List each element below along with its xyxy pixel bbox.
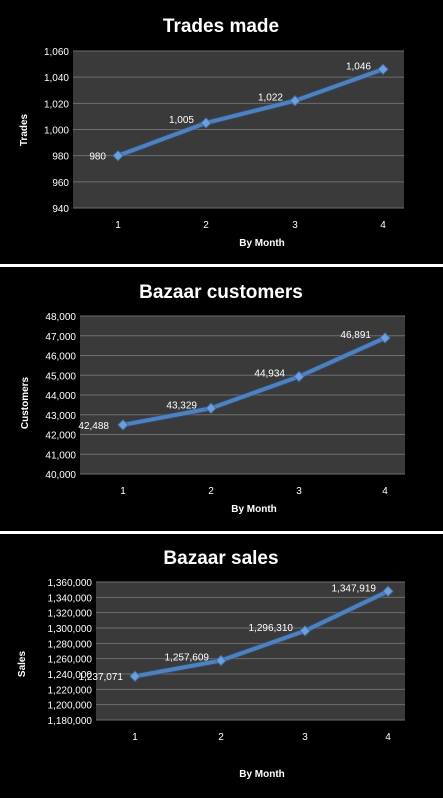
series-line bbox=[121, 335, 387, 427]
y-tick-label: 1,340,000 bbox=[48, 593, 93, 604]
y-tick-label: 48,000 bbox=[45, 312, 76, 323]
y-axis-label: Trades bbox=[19, 113, 30, 146]
chart-title: Trades made bbox=[163, 16, 279, 37]
y-axis-label: Sales bbox=[17, 650, 28, 677]
data-point-marker bbox=[117, 419, 129, 431]
data-label: 1,237,071 bbox=[79, 672, 124, 683]
x-tick-label: 1 bbox=[115, 220, 121, 231]
data-label: 1,022 bbox=[258, 93, 283, 104]
x-tick-label: 4 bbox=[385, 732, 391, 743]
data-point-marker bbox=[112, 149, 124, 162]
x-axis-label: By Month bbox=[231, 504, 277, 515]
data-label: 44,934 bbox=[254, 369, 285, 380]
data-label: 980 bbox=[89, 152, 106, 163]
x-axis-label: By Month bbox=[239, 769, 285, 780]
trades-chart: Trades made By Month Trades 940 960 980 1,0… bbox=[19, 16, 404, 249]
x-tick-label: 2 bbox=[218, 732, 224, 743]
y-tick-label: 1,280,000 bbox=[48, 639, 93, 650]
data-point-marker bbox=[293, 370, 305, 383]
chart-title: Bazaar customers bbox=[139, 282, 303, 303]
data-point-marker bbox=[379, 332, 391, 344]
series-line bbox=[116, 67, 385, 158]
x-tick-label: 3 bbox=[296, 486, 302, 497]
data-label: 1,005 bbox=[169, 115, 194, 126]
y-tick-label: 46,000 bbox=[45, 352, 76, 363]
x-tick-label: 2 bbox=[208, 486, 214, 497]
x-axis-label: By Month bbox=[239, 238, 285, 249]
y-tick-label: 1,320,000 bbox=[48, 609, 93, 620]
chart-title: Bazaar sales bbox=[163, 548, 278, 569]
customers-chart-panel: Bazaar customers By Month Customers 40,0… bbox=[0, 267, 443, 531]
y-axis-label: Customers bbox=[20, 376, 31, 429]
data-label: 1,347,919 bbox=[332, 583, 377, 594]
data-point-marker bbox=[299, 625, 311, 637]
x-tick-label: 2 bbox=[203, 220, 209, 231]
x-tick-label: 4 bbox=[382, 486, 388, 497]
data-label: 1,046 bbox=[346, 61, 371, 72]
trades-chart-panel: Trades made By Month Trades 940 960 980 1,0… bbox=[0, 0, 443, 264]
y-tick-label: 1,200,000 bbox=[48, 701, 93, 712]
customers-chart: Bazaar customers By Month Customers 40,0… bbox=[20, 282, 405, 515]
y-tick-label: 1,260,000 bbox=[48, 655, 93, 666]
y-tick-label: 41,000 bbox=[45, 450, 76, 461]
plot-area-group bbox=[73, 50, 404, 209]
data-point-marker bbox=[215, 654, 227, 667]
y-tick-label: 1,180,000 bbox=[48, 716, 93, 727]
data-label: 1,257,609 bbox=[165, 652, 210, 663]
y-tick-label: 1,360,000 bbox=[48, 578, 93, 589]
y-tick-label: 1,220,000 bbox=[48, 685, 93, 696]
y-tick-label: 44,000 bbox=[45, 391, 76, 402]
data-label: 42,488 bbox=[78, 421, 109, 432]
sales-chart-panel: Bazaar sales By Month Sales 1,180,000 1,2… bbox=[0, 534, 443, 798]
data-label: 46,891 bbox=[340, 330, 371, 341]
x-tick-label: 3 bbox=[292, 220, 298, 231]
y-tick-label: 960 bbox=[52, 178, 69, 189]
y-tick-label: 40,000 bbox=[45, 470, 76, 481]
x-tick-label: 1 bbox=[132, 732, 138, 743]
data-point-marker bbox=[377, 63, 389, 76]
data-point-marker bbox=[382, 585, 394, 597]
y-tick-label: 1,000 bbox=[44, 126, 69, 137]
y-tick-label: 980 bbox=[52, 152, 69, 163]
y-tick-label: 1,060 bbox=[44, 47, 69, 58]
y-tick-label: 1,300,000 bbox=[48, 624, 93, 635]
data-point-marker bbox=[205, 402, 217, 414]
y-tick-label: 1,040 bbox=[44, 73, 69, 84]
y-tick-label: 43,000 bbox=[45, 411, 76, 422]
data-label: 43,329 bbox=[166, 400, 197, 411]
y-tick-label: 1,020 bbox=[44, 99, 69, 110]
y-tick-label: 45,000 bbox=[45, 371, 76, 382]
y-tick-label: 47,000 bbox=[45, 332, 76, 343]
y-tick-label: 940 bbox=[52, 204, 69, 215]
data-point-marker bbox=[200, 117, 212, 129]
x-tick-label: 1 bbox=[120, 486, 126, 497]
y-tick-label: 1,240,000 bbox=[48, 670, 93, 681]
data-point-marker bbox=[129, 670, 141, 682]
data-point-marker bbox=[289, 95, 301, 107]
data-label: 1,296,310 bbox=[249, 623, 294, 634]
y-tick-label: 42,000 bbox=[45, 431, 76, 442]
x-tick-label: 4 bbox=[380, 220, 386, 231]
series-line bbox=[133, 589, 390, 679]
sales-chart: Bazaar sales By Month Sales 1,180,000 1,2… bbox=[17, 548, 405, 780]
x-tick-label: 3 bbox=[302, 732, 308, 743]
